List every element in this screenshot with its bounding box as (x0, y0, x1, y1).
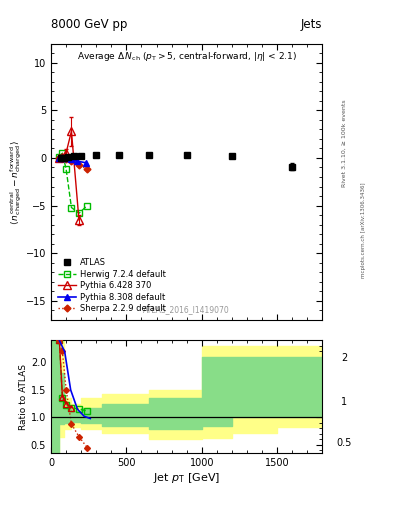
Y-axis label: Ratio to ATLAS: Ratio to ATLAS (19, 364, 28, 430)
Y-axis label: $\langle\, n^{\mathrm{central}}_{\mathrm{charged}} - n^{\mathrm{forward}}_{\math: $\langle\, n^{\mathrm{central}}_{\mathrm… (9, 139, 24, 225)
X-axis label: Jet $p_{\mathrm{T}}$ [GeV]: Jet $p_{\mathrm{T}}$ [GeV] (153, 471, 220, 485)
Text: ATLAS_2016_I1419070: ATLAS_2016_I1419070 (143, 306, 230, 314)
Text: mcplots.cern.ch [arXiv:1306.3436]: mcplots.cern.ch [arXiv:1306.3436] (361, 183, 366, 278)
Text: 8000 GeV pp: 8000 GeV pp (51, 18, 127, 31)
Text: 2: 2 (341, 353, 347, 364)
Text: Rivet 3.1.10, ≥ 100k events: Rivet 3.1.10, ≥ 100k events (342, 99, 346, 187)
Text: 0.5: 0.5 (336, 438, 352, 448)
Text: Jets: Jets (301, 18, 322, 31)
Legend: ATLAS, Herwig 7.2.4 default, Pythia 6.428 370, Pythia 8.308 default, Sherpa 2.2.: ATLAS, Herwig 7.2.4 default, Pythia 6.42… (55, 256, 169, 316)
Text: Average $\Delta\,N_{\mathrm{ch}}$ ($p_{\mathrm{T}}>5$, central-forward, $|\eta|$: Average $\Delta\,N_{\mathrm{ch}}$ ($p_{\… (77, 51, 297, 63)
Text: 1: 1 (341, 397, 347, 407)
